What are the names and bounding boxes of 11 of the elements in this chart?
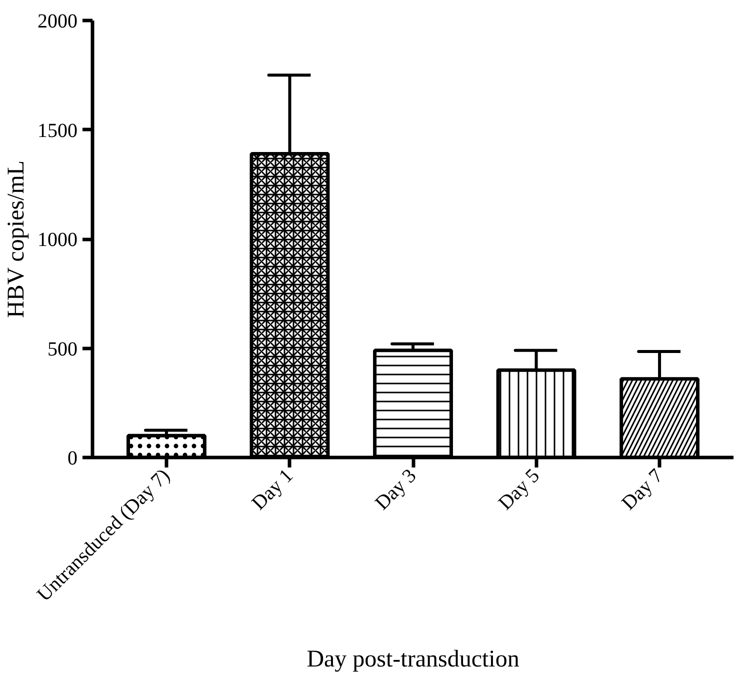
y-tick-label: 1500 bbox=[38, 120, 78, 142]
x-axis-title: Day post-transduction bbox=[306, 646, 520, 673]
y-tick-label: 1000 bbox=[38, 229, 78, 251]
x-tick-label: Day 5 bbox=[494, 464, 544, 514]
y-axis-title: HBV copies/mL bbox=[4, 160, 30, 318]
x-tick-label: Day 7 bbox=[618, 464, 668, 514]
x-tick-label: Day 1 bbox=[248, 464, 298, 514]
y-tick-label: 0 bbox=[68, 448, 78, 470]
y-tick-label: 500 bbox=[48, 338, 78, 360]
y-tick-label: 2000 bbox=[38, 10, 78, 32]
x-tick-label: Day 3 bbox=[371, 464, 421, 514]
